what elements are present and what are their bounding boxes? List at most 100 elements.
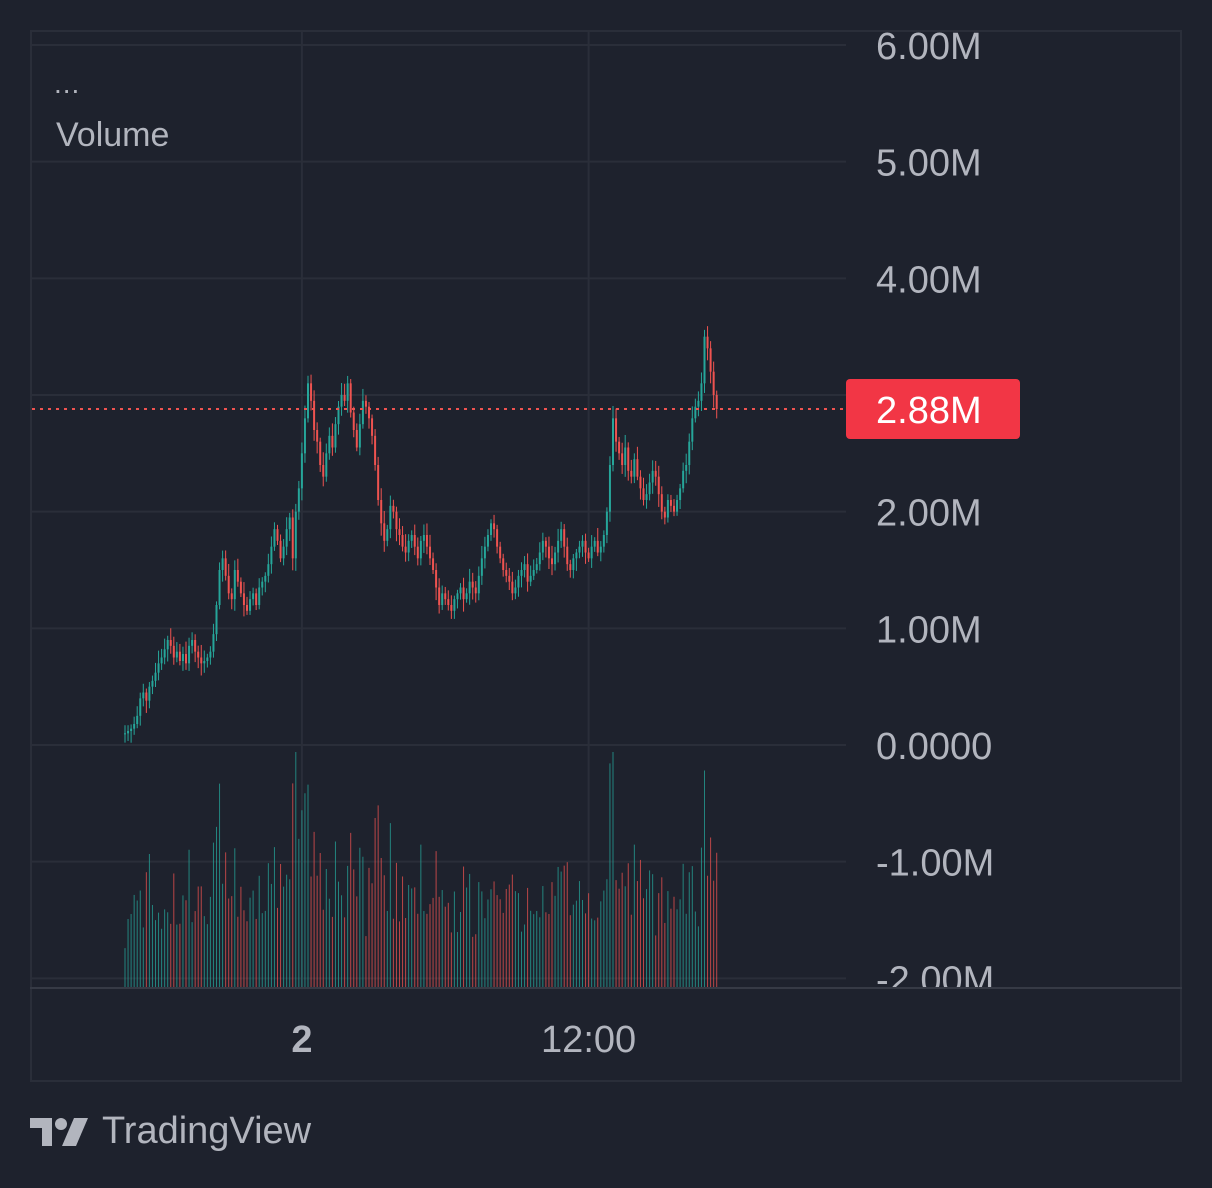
candle-body <box>596 540 599 553</box>
candle-body <box>197 651 200 658</box>
y-tick-label: 5.00M <box>876 143 982 185</box>
candle-body <box>706 336 709 349</box>
candle-body <box>514 587 517 594</box>
candle-body <box>429 546 431 559</box>
candle-body <box>325 453 328 477</box>
candle-body <box>322 465 325 477</box>
candle-body <box>712 371 715 395</box>
candle-body <box>160 657 163 664</box>
tradingview-brand[interactable]: TradingView <box>30 1110 311 1153</box>
candle-body <box>685 465 688 471</box>
y-axis[interactable]: 6.00M5.00M4.00M2.00M1.00M0.0000-1.00M-2.… <box>846 26 1180 1048</box>
candle-body <box>615 418 618 442</box>
candle-body <box>139 698 142 716</box>
candle-body <box>477 575 480 594</box>
candle-body <box>490 523 492 535</box>
legend-more-button[interactable]: ... <box>54 68 81 99</box>
candle-body <box>425 535 428 547</box>
candle-body <box>282 546 285 559</box>
candle-body <box>194 640 197 652</box>
candle-body <box>242 593 245 605</box>
candle-body <box>709 348 712 372</box>
candle-body <box>438 587 441 605</box>
chart-frame[interactable] <box>30 30 1182 1082</box>
candle-body <box>599 546 602 553</box>
candle-body <box>700 383 703 401</box>
legend-series-label[interactable]: Volume <box>56 116 170 154</box>
candle-body <box>459 587 462 594</box>
candle-body <box>496 529 499 547</box>
x-tick-label: 2 <box>291 1019 312 1061</box>
candle-body <box>590 546 593 559</box>
candle-body <box>267 564 270 576</box>
candle-body <box>191 640 194 646</box>
candle-body <box>377 465 380 500</box>
candle-body <box>392 505 395 512</box>
last-price-label: 2.88M <box>876 390 982 432</box>
candle-body <box>593 540 596 547</box>
candle-body <box>535 564 538 570</box>
candle-body <box>657 476 660 495</box>
candle-body <box>444 593 447 600</box>
candle-body <box>511 581 514 594</box>
candle-body <box>212 634 215 652</box>
candle-body <box>334 424 337 448</box>
candle-body <box>181 654 184 661</box>
candle-body <box>471 581 474 588</box>
candle-body <box>483 546 486 559</box>
candle-body <box>688 441 691 465</box>
candle-body <box>310 383 313 401</box>
candle-body <box>291 517 294 559</box>
y-tick-label: 1.00M <box>876 609 982 651</box>
candle-body <box>517 575 520 588</box>
candle-body <box>529 575 532 582</box>
candle-body <box>648 482 651 495</box>
candle-body <box>407 540 410 553</box>
candle-body <box>148 686 151 701</box>
x-axis[interactable]: 2 12:00 <box>291 1019 636 1061</box>
candle-body <box>541 540 544 553</box>
y-tick-label: 6.00M <box>876 26 982 68</box>
brand-name: TradingView <box>102 1110 312 1152</box>
y-tick-label: -1.00M <box>876 843 994 885</box>
candle-body <box>605 511 608 535</box>
candle-body <box>505 570 508 576</box>
candle-body <box>587 552 590 559</box>
candle-body <box>636 459 639 477</box>
candle-body <box>398 529 401 535</box>
candle-body <box>300 453 303 489</box>
y-tick-label: 2.00M <box>876 493 982 535</box>
candle-body <box>486 535 489 547</box>
candle-body <box>203 661 206 664</box>
candle-body <box>660 494 663 512</box>
candle-body <box>566 546 569 565</box>
candle-body <box>624 447 627 465</box>
candle-body <box>319 441 322 465</box>
candle-body <box>157 663 160 673</box>
candle-body <box>432 558 435 570</box>
candle-body <box>468 581 471 594</box>
candle-body <box>307 383 309 419</box>
candle-body <box>136 715 139 724</box>
candle-body <box>133 724 136 729</box>
candle-body <box>261 581 264 588</box>
candle-body <box>584 540 587 553</box>
candle-body <box>151 680 154 687</box>
candle-body <box>602 535 605 547</box>
candle-body <box>404 546 407 553</box>
candle-body <box>621 453 624 465</box>
candle-body <box>569 564 572 570</box>
candle-body <box>502 558 505 570</box>
candle-body <box>544 540 547 547</box>
candle-body <box>554 552 557 565</box>
candle-body <box>618 441 621 454</box>
grid-lines <box>32 30 846 987</box>
candle-body <box>386 529 389 541</box>
candle-body <box>673 505 675 512</box>
candle-body <box>416 546 419 559</box>
candle-body <box>316 430 319 442</box>
candle-body <box>453 599 456 611</box>
candle-body <box>401 535 404 547</box>
candle-body <box>273 529 276 547</box>
